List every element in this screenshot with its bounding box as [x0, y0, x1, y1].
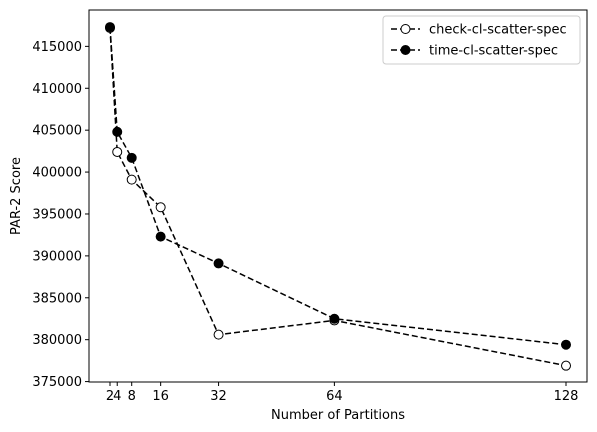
legend-box [382, 15, 581, 65]
data-point-time-cl-scatter-spec [213, 258, 224, 269]
x-tick-label: 8 [128, 389, 136, 404]
x-axis: 24 8 16 32 64 128 [106, 382, 579, 404]
y-tick-label: 380000 [32, 333, 82, 348]
x-tick-label: 128 [554, 389, 579, 404]
x-tick-label: 16 [152, 389, 169, 404]
y-tick-label: 415000 [32, 40, 82, 55]
data-point-time-cl-scatter-spec [112, 126, 123, 137]
plot-frame [88, 9, 588, 383]
x-tick-label: 32 [210, 389, 227, 404]
x-tick-label: 64 [326, 389, 343, 404]
series-layer [104, 22, 572, 371]
legend-marker-time [400, 45, 411, 55]
data-point-check-cl-scatter-spec [126, 174, 137, 185]
data-point-time-cl-scatter-spec [155, 231, 166, 242]
y-tick-label: 405000 [32, 124, 82, 139]
legend-marker-check [400, 24, 411, 34]
y-tick-label: 390000 [32, 249, 82, 264]
data-point-check-cl-scatter-spec [155, 202, 166, 213]
x-tick-label: 2 [106, 389, 114, 404]
legend-label-check: check-cl-scatter-spec [429, 23, 567, 38]
data-point-time-cl-scatter-spec [126, 152, 137, 163]
y-tick-label: 375000 [32, 375, 82, 390]
legend-label-time: time-cl-scatter-spec [429, 44, 558, 59]
x-tick-label: 4 [113, 389, 121, 404]
data-point-time-cl-scatter-spec [104, 22, 115, 33]
data-point-time-cl-scatter-spec [561, 339, 572, 350]
data-point-check-cl-scatter-spec [213, 329, 224, 340]
y-tick-label: 385000 [32, 291, 82, 306]
legend: check-cl-scatter-spec time-cl-scatter-sp… [382, 15, 581, 65]
x-axis-label: Number of Partitions [271, 408, 405, 423]
y-axis-label: PAR-2 Score [9, 157, 24, 235]
y-tick-label: 400000 [32, 166, 82, 181]
y-axis: 375000 380000 385000 390000 395000 400000 4050… [32, 40, 89, 390]
y-tick-label: 410000 [32, 82, 82, 97]
data-point-check-cl-scatter-spec [561, 360, 572, 371]
data-point-check-cl-scatter-spec [112, 146, 123, 157]
y-tick-label: 395000 [32, 207, 82, 222]
data-point-time-cl-scatter-spec [329, 313, 340, 324]
